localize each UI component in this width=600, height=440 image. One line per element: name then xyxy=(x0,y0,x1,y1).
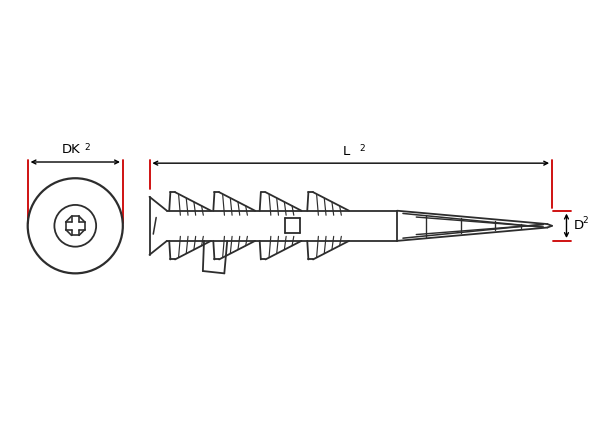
Text: DK: DK xyxy=(62,143,80,156)
Text: 2: 2 xyxy=(85,143,90,151)
Text: L: L xyxy=(343,145,350,158)
Text: D: D xyxy=(574,219,584,232)
Text: 2: 2 xyxy=(359,144,365,153)
Text: 2: 2 xyxy=(583,216,589,225)
